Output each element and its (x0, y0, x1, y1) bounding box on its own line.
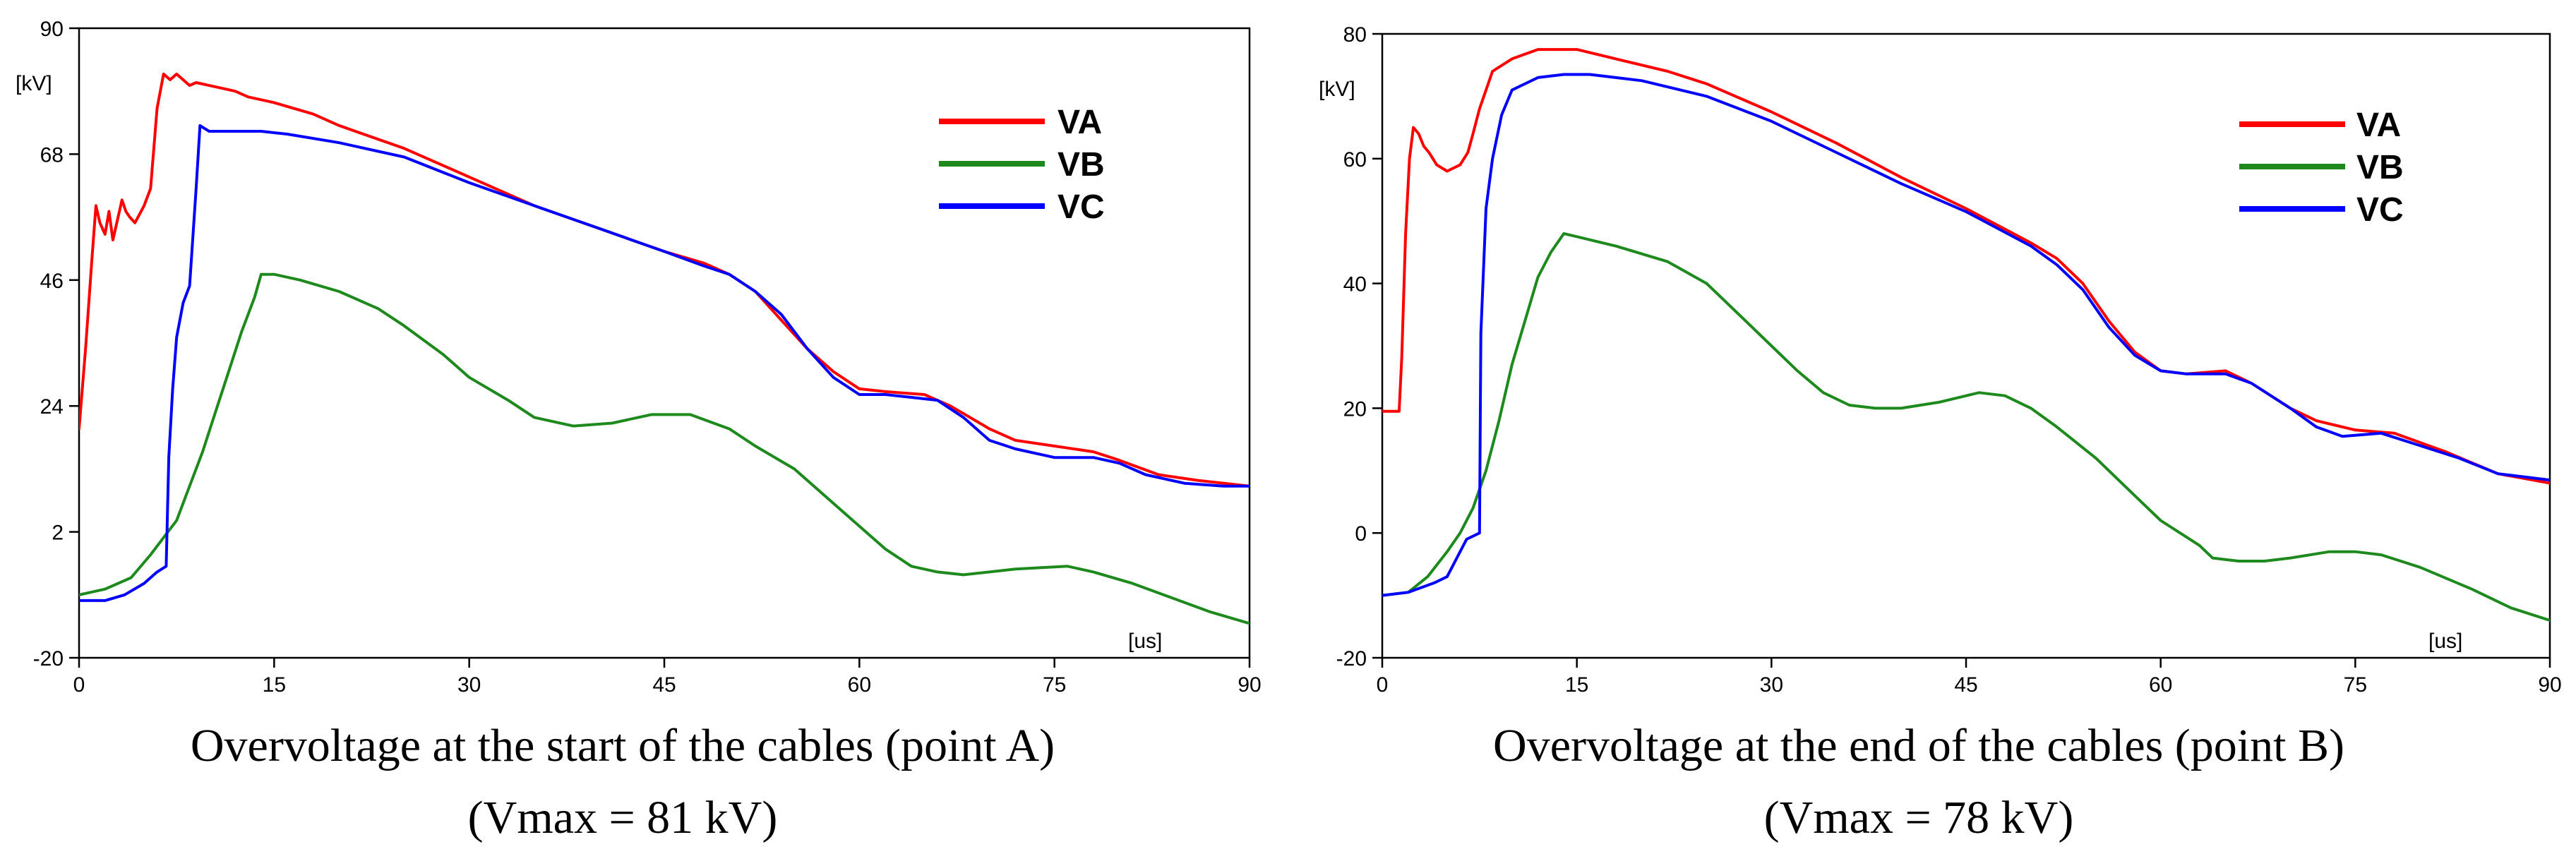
series-line-vb (1382, 231, 2550, 622)
legend-label-vc: VC (1058, 188, 1105, 226)
legend-label-va: VA (1058, 104, 1102, 141)
y-tick-label: 90 (40, 18, 64, 41)
chart-point-b: -20 0 20 40 60 80 0 15 30 45 60 75 90 [kV] [us] VA VB VC O… (1319, 23, 2562, 843)
chart-point-a: -20 2 24 46 68 90 0 15 30 45 60 75 90 [kV] [us] VA VB VC O… (16, 18, 1262, 843)
y-tick-label: -20 (1336, 647, 1367, 670)
y-axis-unit-label: [kV] (16, 72, 52, 95)
y-tick-label: -20 (33, 647, 64, 670)
x-tick-label: 30 (1760, 673, 1783, 697)
legend-label-vb: VB (2356, 149, 2404, 186)
y-tick-label: 24 (40, 395, 64, 419)
x-tick-label: 30 (457, 673, 481, 697)
x-tick-label: 0 (73, 673, 85, 697)
x-tick-label: 15 (263, 673, 286, 697)
legend-label-vc: VC (2356, 191, 2404, 229)
x-axis-unit-label: [us] (1128, 630, 1162, 653)
x-tick-label: 90 (2538, 673, 2561, 697)
x-tick-label: 45 (652, 673, 676, 697)
x-tick-label: 75 (1043, 673, 1066, 697)
legend-label-va: VA (2356, 107, 2401, 144)
series-line-vc (79, 124, 1250, 602)
y-tick-label: 40 (1343, 273, 1367, 296)
x-tick-label: 90 (1238, 673, 1261, 697)
legend-label-vb: VB (1058, 146, 1105, 184)
x-tick-label: 60 (2149, 673, 2172, 697)
x-tick-label: 60 (848, 673, 871, 697)
series-line-vc (1382, 73, 2550, 597)
y-tick-label: 60 (1343, 148, 1367, 172)
chart-subtitle: (Vmax = 81 kV) (468, 792, 778, 843)
x-tick-label: 15 (1565, 673, 1588, 697)
chart-title: Overvoltage at the end of the cables (po… (1493, 720, 2344, 771)
y-tick-label: 68 (40, 143, 64, 167)
y-tick-label: 20 (1343, 397, 1367, 421)
x-axis-unit-label: [us] (2428, 630, 2462, 653)
series-line-vb (79, 272, 1250, 625)
y-tick-label: 46 (40, 270, 64, 293)
x-tick-label: 75 (2344, 673, 2367, 697)
y-tick-label: 80 (1343, 23, 1367, 47)
chart-title: Overvoltage at the start of the cables (… (191, 720, 1055, 771)
y-axis-unit-label: [kV] (1319, 78, 1355, 101)
y-tick-label: 2 (52, 522, 64, 545)
x-tick-label: 0 (1377, 673, 1389, 697)
x-tick-label: 45 (1954, 673, 1977, 697)
chart-subtitle: (Vmax = 78 kV) (1764, 792, 2074, 843)
y-tick-label: 0 (1355, 522, 1367, 546)
